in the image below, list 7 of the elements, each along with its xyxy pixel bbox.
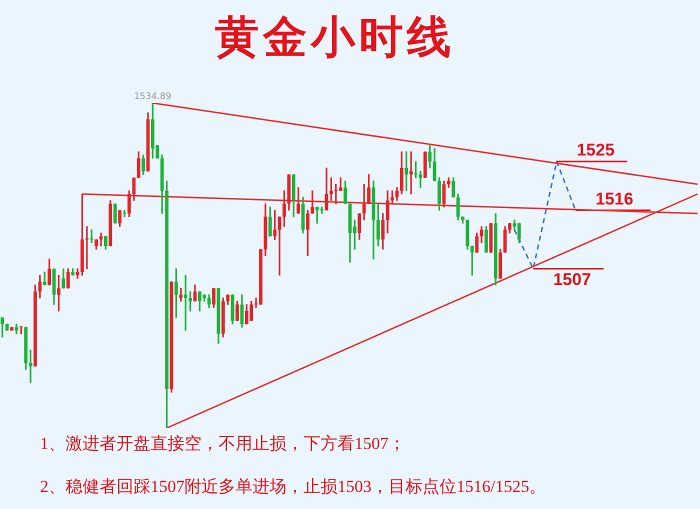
annotation: 1534.89	[134, 92, 172, 102]
series-label: 1507	[553, 270, 592, 289]
chart-title: 黄金小时线	[214, 12, 456, 64]
series-label: 1525	[576, 140, 615, 160]
series-label: 1516	[596, 189, 634, 208]
text: 2、稳健者回踩1507附近多单进场，止损1503，目标点位1516/1525。	[40, 476, 546, 498]
text: 1、激进者开盘直接空，不用止损，下方看1507；	[40, 433, 406, 455]
